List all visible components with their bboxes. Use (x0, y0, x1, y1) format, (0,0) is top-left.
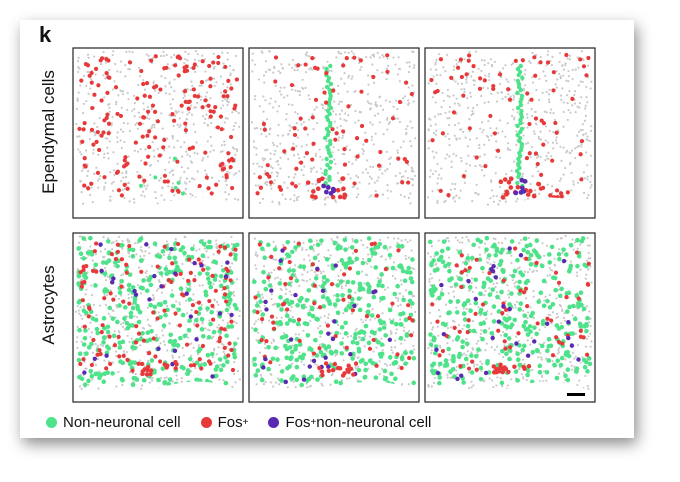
micrograph-grid-svg (72, 47, 596, 403)
figure-card: k Ependymal cells Astrocytes Non-neurona… (20, 20, 634, 438)
legend-sup: + (310, 416, 317, 428)
row-label-astrocytes: Astrocytes (39, 265, 58, 345)
red-dot-icon (200, 416, 212, 428)
panel-frame (248, 47, 420, 219)
green-dot-icon (46, 416, 57, 428)
scale-bar (567, 393, 585, 396)
legend-label: Fos (285, 413, 311, 431)
micrograph-panel (248, 47, 420, 219)
panel-frame (424, 47, 596, 219)
row-label-ependymal: Ependymal cells (39, 70, 58, 194)
legend: Non-neuronal cell Fos + Fos + non-neuronal… (46, 412, 451, 432)
panel-frame (72, 47, 244, 219)
legend-item-fos: Fos + (200, 413, 249, 431)
panel-frame (248, 232, 420, 403)
legend-sup: + (242, 416, 249, 428)
legend-suffix: non-neuronal cell (316, 413, 432, 431)
micrograph-panel (248, 232, 420, 403)
micrograph-panel (72, 47, 244, 219)
panel-frame (72, 232, 244, 403)
legend-item-fos-non-neuronal: Fos + non-neuronal cell (268, 414, 431, 431)
legend-item-non-neuronal: Non-neuronal cell (46, 414, 181, 431)
legend-label: Fos (217, 413, 243, 431)
micrograph-panel (424, 232, 596, 403)
purple-dot-icon (268, 416, 280, 428)
micrograph-panel (424, 47, 596, 219)
panel-letter: k (39, 22, 52, 47)
panel-frame (424, 232, 596, 403)
legend-label: Non-neuronal cell (63, 413, 181, 431)
micrograph-panel (72, 232, 244, 403)
micrograph-grid (67, 46, 627, 408)
